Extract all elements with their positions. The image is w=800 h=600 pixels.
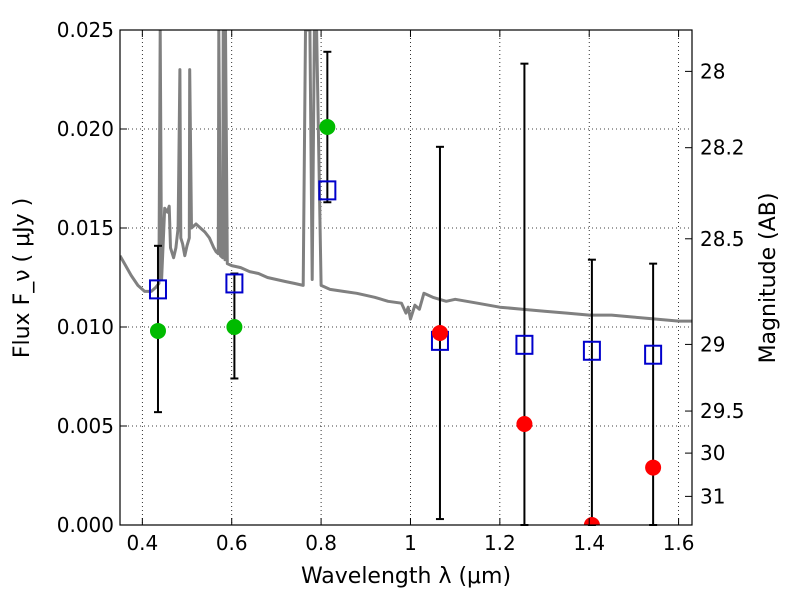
observed-flux-point	[226, 319, 243, 335]
model-photometry-square	[644, 344, 663, 365]
observed-flux-point	[516, 416, 533, 433]
x-tick-label: 1	[404, 531, 417, 555]
y2-tick-label: 28	[700, 59, 725, 83]
model-photometry-square	[582, 340, 601, 361]
y-tick-label: 0.000	[57, 513, 114, 537]
model-photometry-square	[318, 180, 337, 201]
x-tick-label: 1.6	[663, 531, 695, 555]
model-photometry-square	[148, 279, 167, 300]
observed-flux-point	[645, 459, 662, 476]
x-tick-label: 0.6	[216, 531, 248, 555]
plot-frame	[119, 29, 693, 526]
model-photometry-square	[225, 273, 244, 294]
observed-flux-point	[431, 324, 448, 341]
grid	[120, 29, 692, 526]
x-tick-label: 1.4	[573, 531, 605, 555]
model-spectrum-line	[120, 30, 692, 323]
y-axis-label: Flux F_ν ( μJy )	[10, 198, 35, 358]
y-tick-label: 0.015	[57, 216, 114, 240]
x-tick-label: 1.2	[484, 531, 516, 555]
y-tick-label: 0.010	[57, 315, 114, 339]
observed-flux-point	[149, 322, 166, 339]
observed-flux-point	[583, 517, 600, 525]
y2-tick-label: 29	[700, 332, 725, 356]
model-photometry-square	[515, 334, 534, 355]
observed-flux-point	[319, 119, 336, 136]
y2-tick-label: 29.5	[700, 399, 745, 423]
y2-tick-label: 28.2	[700, 136, 745, 160]
y2-axis-label: Magnitude (AB)	[756, 193, 781, 364]
y-tick-label: 0.020	[57, 117, 114, 141]
y2-tick-label: 28.5	[700, 227, 745, 251]
x-tick-label: 0.8	[305, 531, 337, 555]
data-points	[148, 119, 663, 525]
y-tick-label: 0.005	[57, 414, 114, 438]
y2-tick-label: 31	[700, 484, 725, 508]
error-bars	[153, 50, 658, 526]
x-tick-label: 0.4	[126, 531, 158, 555]
model-spectrum	[120, 30, 692, 323]
axis-ticks: 0.4 0.6 0.8 1 1.2 1.4 1.6 0.000 0.005 0.010 0.015 0…	[57, 18, 745, 555]
y2-tick-label: 30	[700, 441, 725, 465]
x-axis-label: Wavelength λ (μm)	[301, 564, 511, 589]
y-tick-label: 0.025	[57, 18, 114, 42]
